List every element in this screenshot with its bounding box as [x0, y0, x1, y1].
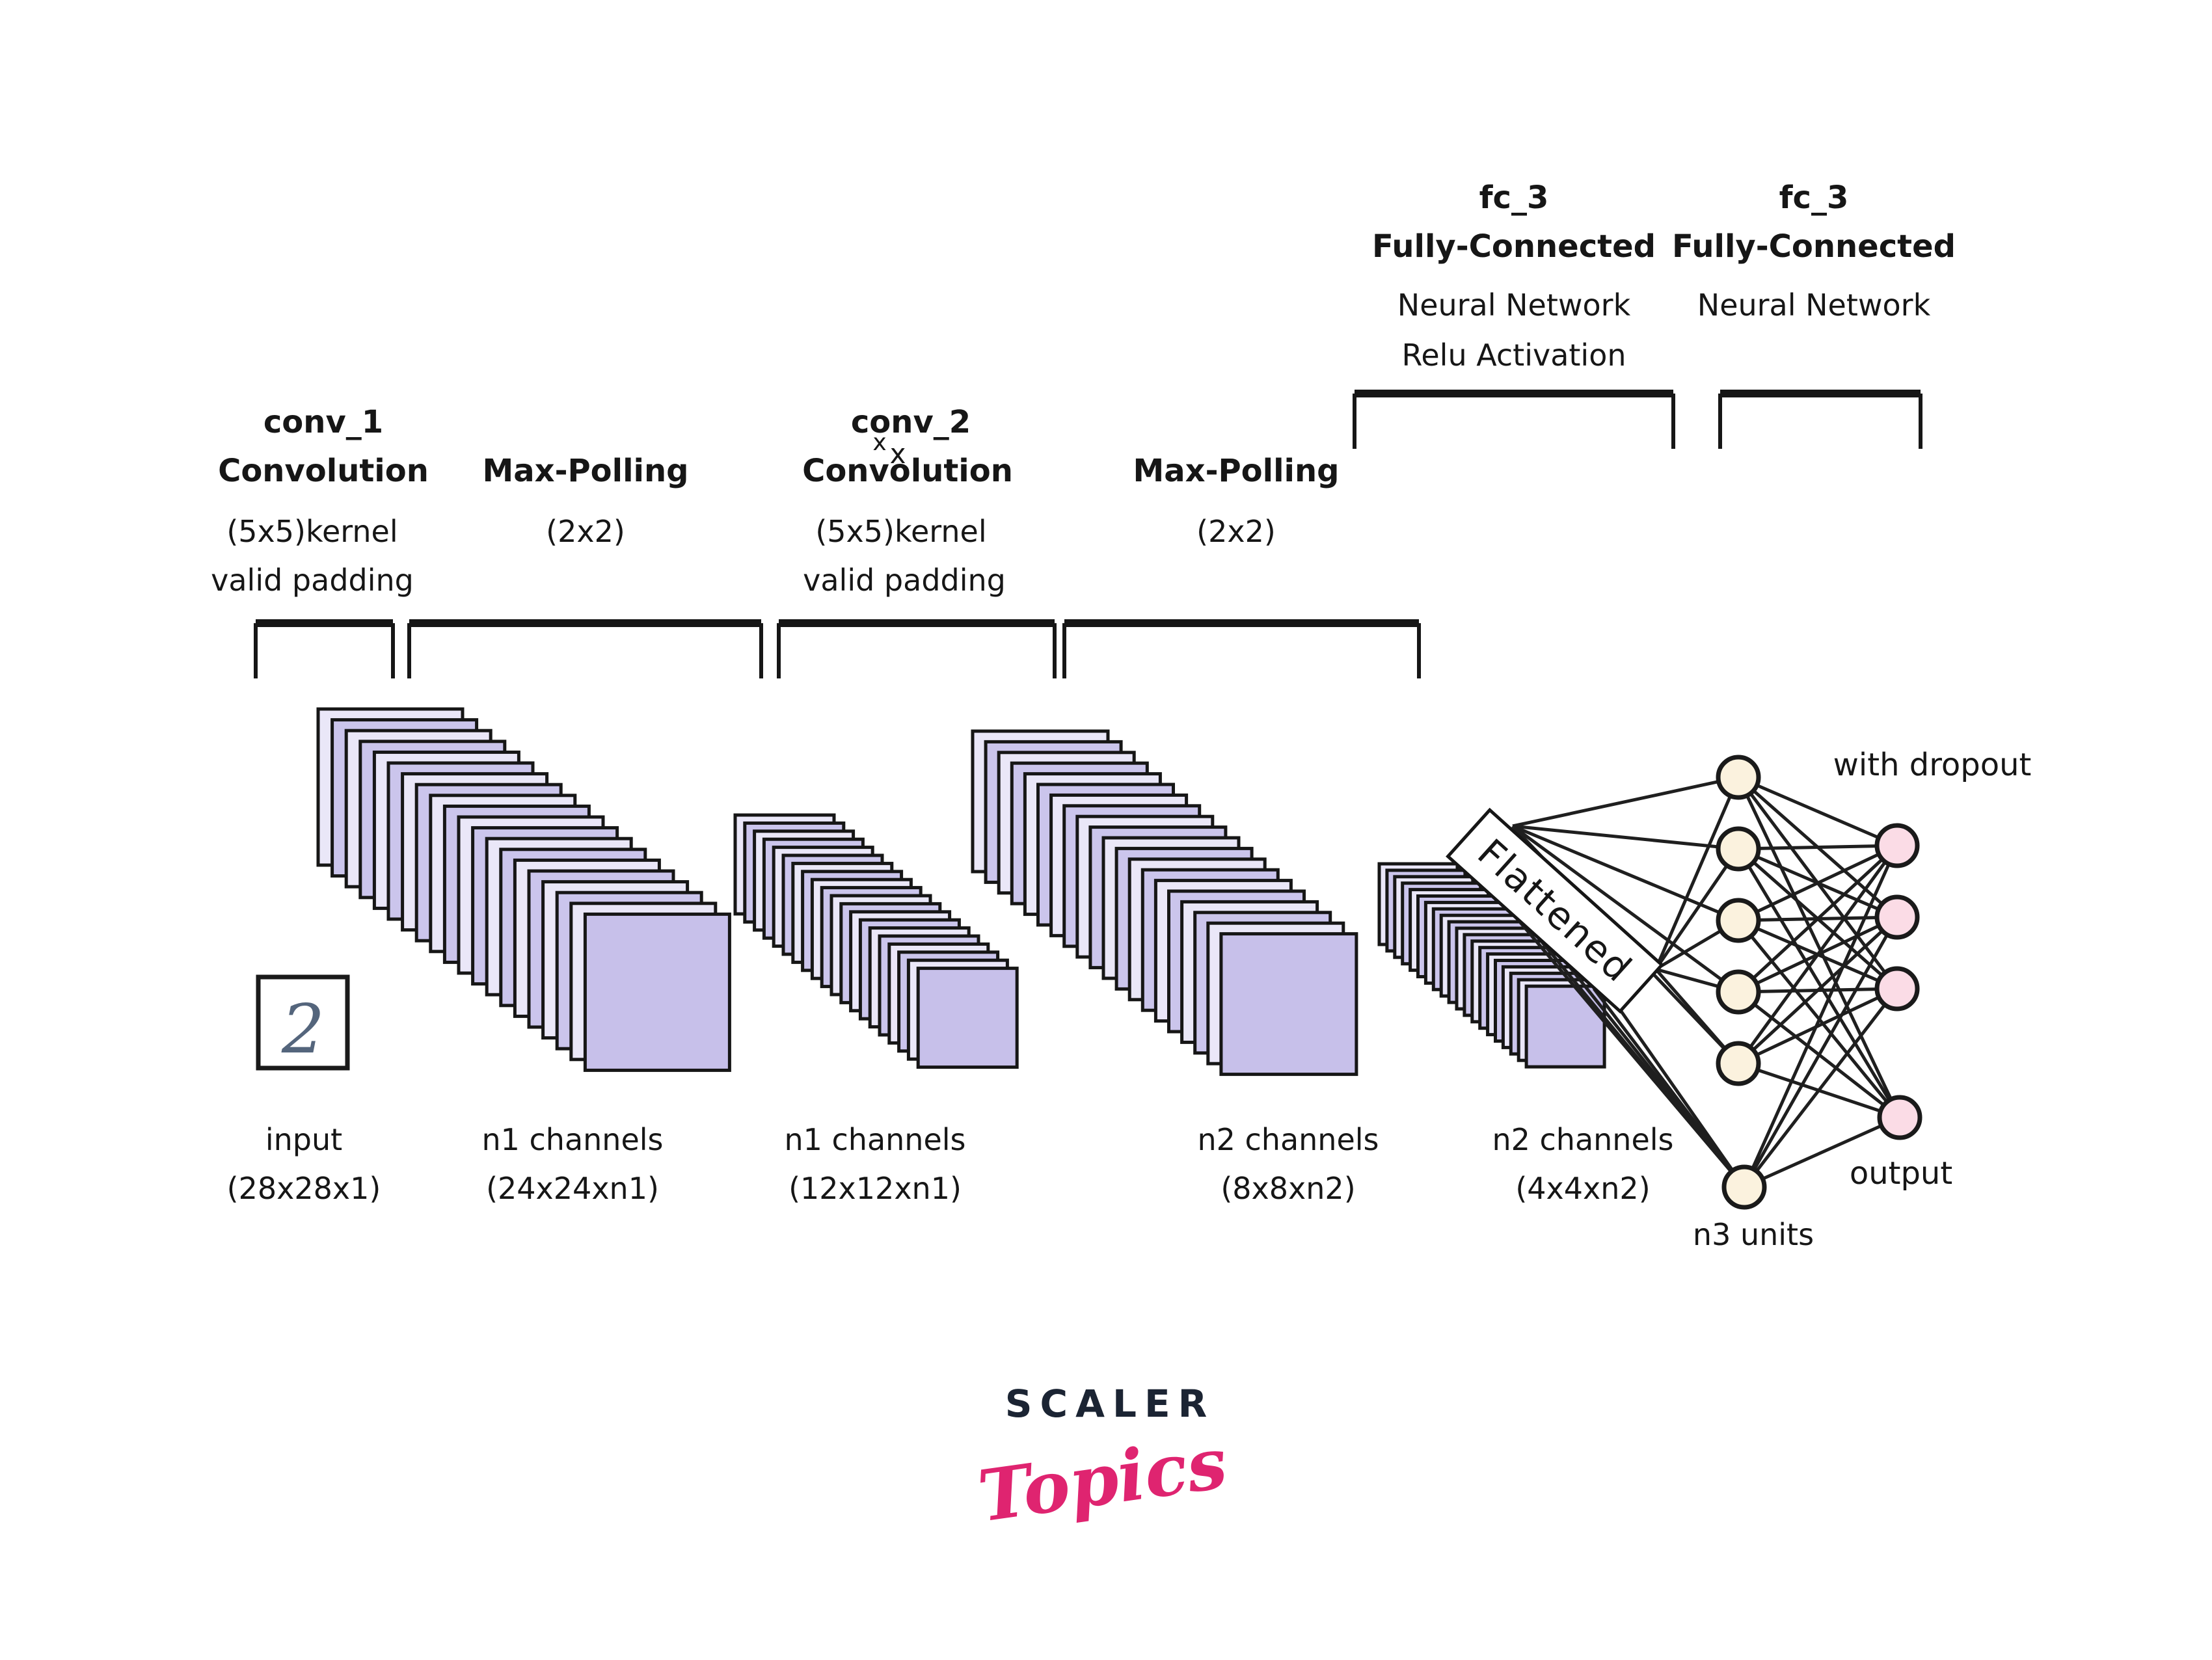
conv1-op: Convolution — [218, 453, 429, 489]
fc-left-name: fc_3 — [1479, 180, 1549, 216]
conv2-kernel: (5x5)kernel — [815, 514, 986, 549]
caption-stack3-line2: (8x8xn2) — [1221, 1171, 1355, 1206]
caption-stack3-line1: n2 channels — [1197, 1122, 1379, 1157]
pool2-size: (2x2) — [1196, 514, 1276, 549]
dropout-note: with dropout — [1833, 747, 2032, 783]
flatten-edge — [1618, 1008, 1746, 1188]
fc-edge — [1743, 987, 1898, 1188]
stage-brackets — [254, 390, 1922, 678]
fc-left-line1: Neural Network — [1397, 288, 1631, 323]
logo-brand: SCALER — [1005, 1382, 1215, 1426]
flatten-edge — [1654, 777, 1740, 970]
feature-map-sheet-stack1 — [583, 912, 731, 1072]
output-node — [1877, 1095, 1922, 1140]
flatten-edge — [1511, 824, 1740, 994]
fc-right-name: fc_3 — [1779, 180, 1849, 216]
conv2-name: conv_2 — [851, 404, 971, 440]
caption-stack1-line2: (24x24xn1) — [486, 1171, 659, 1206]
caption-stack1-line1: n1 channels — [481, 1122, 663, 1157]
output-label: output — [1850, 1155, 1952, 1192]
flattened-box — [1446, 807, 1664, 1014]
conv2-padding: valid padding — [803, 563, 1006, 598]
logo-product: Topics — [973, 1422, 1232, 1538]
fc-edge — [1743, 1116, 1901, 1189]
fc-edge — [1737, 844, 1898, 993]
fc-edge — [1736, 776, 1902, 1119]
network-nodes — [1716, 755, 1922, 1210]
flatten-edge — [1512, 824, 1739, 851]
hidden-node — [1721, 1164, 1767, 1210]
caption-input-line2: (28x28x1) — [227, 1171, 381, 1206]
output-node — [1874, 823, 1920, 868]
input-image-box — [256, 974, 350, 1071]
pool2-op: Max-Polling — [1133, 453, 1339, 489]
fc-edge — [1742, 844, 1899, 1188]
caption-stack2-line2: (12x12xn1) — [789, 1171, 962, 1206]
caption-stack4-line2: (4x4xn2) — [1515, 1171, 1650, 1206]
hidden-node — [1716, 826, 1761, 872]
hidden-node — [1716, 969, 1761, 1015]
feature-map-stacks — [316, 707, 1606, 1077]
fc-left-line2: Relu Activation — [1401, 338, 1626, 373]
fc-edge — [1736, 844, 1899, 1065]
output-node — [1874, 966, 1920, 1011]
flatten-edge — [1654, 848, 1740, 971]
output-node — [1874, 894, 1920, 940]
conv1-padding: valid padding — [211, 563, 414, 598]
hidden-node — [1716, 1041, 1761, 1086]
fc-left-type: Fully-Connected — [1372, 228, 1656, 265]
fc-edge — [1738, 775, 1898, 848]
feature-map-sheet-stack3 — [1219, 932, 1358, 1077]
caption-input-line1: input — [265, 1122, 342, 1157]
fc-edge — [1737, 916, 1898, 1065]
fc-right-line1: Neural Network — [1697, 288, 1931, 323]
conv1-kernel: (5x5)kernel — [226, 514, 398, 549]
input-digit: 2 — [281, 989, 325, 1069]
hidden-node — [1716, 898, 1761, 943]
fc-edge — [1736, 848, 1902, 1119]
fc-right-type: Fully-Connected — [1672, 228, 1956, 265]
fc-edge — [1742, 916, 1899, 1188]
feature-map-sheet-stack2 — [916, 967, 1019, 1069]
hidden-node — [1716, 755, 1761, 800]
flatten-edge — [1512, 775, 1739, 828]
caption-stack4-line1: n2 channels — [1492, 1122, 1673, 1157]
network-edges — [1511, 775, 1902, 1189]
fc-edge — [1738, 844, 1898, 851]
conv2-x-mark-2: x — [890, 438, 906, 470]
pool1-size: (2x2) — [546, 514, 625, 549]
caption-stack2-line1: n1 channels — [784, 1122, 965, 1157]
flatten-edge — [1512, 824, 1739, 922]
conv2-op: Convolution — [802, 453, 1013, 489]
hidden-units-label: n3 units — [1693, 1217, 1814, 1252]
pool1-op: Max-Polling — [482, 453, 688, 489]
conv1-name: conv_1 — [263, 404, 383, 440]
fc-edge — [1737, 844, 1898, 922]
conv2-x-mark-1: x — [872, 429, 886, 456]
